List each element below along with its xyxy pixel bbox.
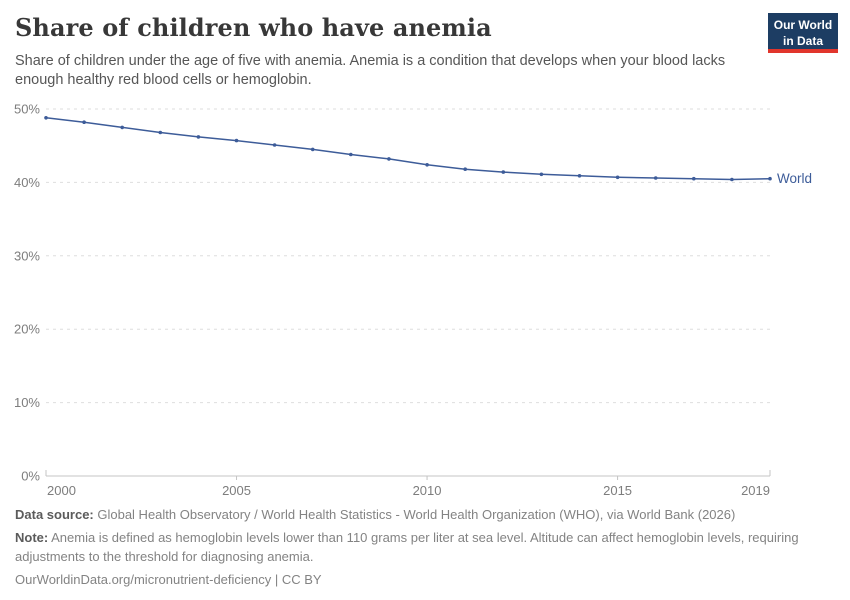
- svg-text:2000: 2000: [47, 483, 76, 498]
- svg-text:2005: 2005: [222, 483, 251, 498]
- data-source-line: Data source: Global Health Observatory /…: [15, 506, 835, 524]
- note-label: Note:: [15, 530, 49, 546]
- owid-logo[interactable]: Our World in Data: [768, 13, 838, 53]
- citation-link[interactable]: OurWorldinData.org/micronutrient-deficie…: [15, 572, 322, 588]
- owid-logo-line2: in Data: [782, 34, 823, 49]
- x-axis: 2000 2005 2010 2015 2019: [45, 470, 771, 498]
- svg-text:2015: 2015: [603, 483, 632, 498]
- series-label: World: [777, 171, 812, 186]
- note-line: Note: Anemia is defined as hemoglobin le…: [15, 529, 835, 566]
- owid-logo-line1: Our World: [773, 18, 833, 32]
- note-text: Anemia is defined as hemoglobin levels l…: [15, 530, 799, 564]
- gridlines: [46, 108, 770, 404]
- svg-text:50%: 50%: [14, 102, 40, 117]
- data-source-label: Data source:: [15, 507, 94, 522]
- y-axis-labels: 0% 10% 20% 30% 40% 50%: [14, 102, 40, 484]
- svg-text:2010: 2010: [413, 483, 442, 498]
- line-chart[interactable]: 0% 10% 20% 30% 40% 50% 2000 2005 2010 2015 2019 W…: [0, 92, 850, 504]
- svg-text:20%: 20%: [14, 322, 40, 337]
- svg-text:10%: 10%: [14, 395, 40, 410]
- svg-text:2019: 2019: [741, 483, 770, 498]
- svg-text:0%: 0%: [21, 469, 40, 484]
- data-line: [44, 116, 772, 182]
- svg-text:30%: 30%: [14, 248, 40, 263]
- chart-footer: Data source: Global Health Observatory /…: [15, 506, 835, 595]
- data-source-text: Global Health Observatory / World Health…: [93, 507, 736, 522]
- svg-text:World: World: [777, 171, 812, 186]
- chart-subtitle: Share of children under the age of five …: [15, 53, 726, 89]
- chart-title: Share of children who have anemia: [15, 13, 492, 42]
- svg-text:40%: 40%: [14, 175, 40, 190]
